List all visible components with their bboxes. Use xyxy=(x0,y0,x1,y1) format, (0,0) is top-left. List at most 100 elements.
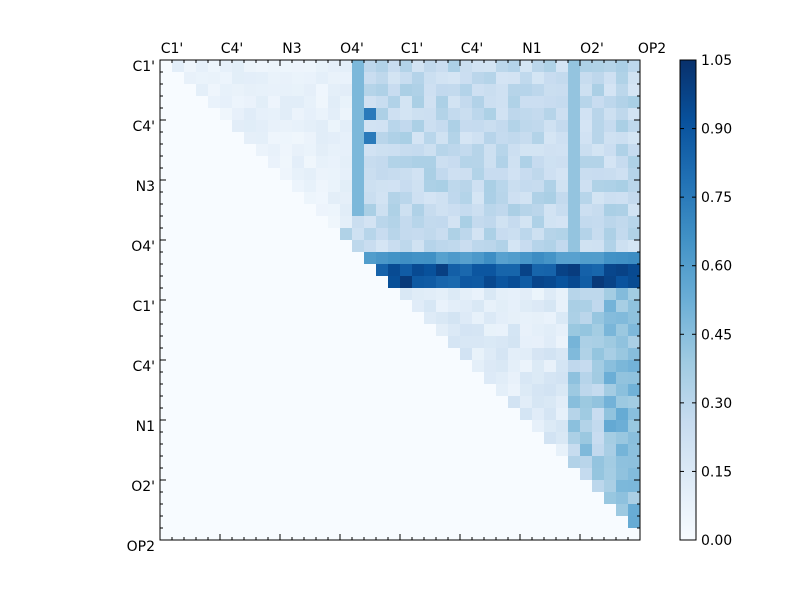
heatmap-cell xyxy=(460,444,473,457)
heatmap-cell xyxy=(484,372,497,385)
heatmap-cell xyxy=(472,264,485,277)
heatmap-cell xyxy=(328,264,341,277)
heatmap-cell xyxy=(556,252,569,265)
heatmap-cell xyxy=(616,528,629,541)
heatmap-cell xyxy=(376,456,389,469)
heatmap-cell xyxy=(412,528,425,541)
heatmap-cell xyxy=(508,420,521,433)
heatmap-cell xyxy=(508,156,521,169)
heatmap-cell xyxy=(220,108,233,121)
heatmap-cell xyxy=(256,168,269,181)
heatmap-cell xyxy=(448,336,461,349)
heatmap-cell xyxy=(304,396,317,409)
heatmap-cell xyxy=(592,276,605,289)
heatmap-cell xyxy=(184,360,197,373)
heatmap-cell xyxy=(196,60,209,73)
heatmap-cell xyxy=(628,516,641,529)
heatmap-cell xyxy=(376,432,389,445)
heatmap-cell xyxy=(580,228,593,241)
heatmap-cell xyxy=(256,228,269,241)
heatmap-cell xyxy=(604,228,617,241)
heatmap-cell xyxy=(352,348,365,361)
heatmap-cell xyxy=(376,528,389,541)
x-tick-label: N1 xyxy=(522,41,541,57)
heatmap-cell xyxy=(340,444,353,457)
heatmap-cell xyxy=(604,168,617,181)
heatmap-cell xyxy=(568,396,581,409)
heatmap-cell xyxy=(544,420,557,433)
heatmap-cell xyxy=(484,204,497,217)
heatmap-cell xyxy=(568,168,581,181)
heatmap-cell xyxy=(472,432,485,445)
heatmap-cell xyxy=(160,372,173,385)
heatmap-cell xyxy=(220,252,233,265)
heatmap-cell xyxy=(184,420,197,433)
heatmap-cell xyxy=(292,240,305,253)
heatmap-cell xyxy=(328,288,341,301)
heatmap-cell xyxy=(328,504,341,517)
heatmap-cell xyxy=(436,420,449,433)
heatmap-cell xyxy=(568,384,581,397)
heatmap-cell xyxy=(508,144,521,157)
heatmap-cell xyxy=(268,204,281,217)
heatmap-cell xyxy=(472,360,485,373)
heatmap-cell xyxy=(304,84,317,97)
heatmap-cell xyxy=(160,456,173,469)
heatmap-cell xyxy=(172,204,185,217)
heatmap-cell xyxy=(244,420,257,433)
heatmap-cell xyxy=(244,168,257,181)
heatmap-cell xyxy=(280,168,293,181)
heatmap-cell xyxy=(328,360,341,373)
heatmap-cell xyxy=(244,336,257,349)
heatmap-cell xyxy=(628,60,641,73)
heatmap-cell xyxy=(244,360,257,373)
heatmap-cell xyxy=(532,60,545,73)
colorbar-tick-label: 0.45 xyxy=(701,327,732,343)
heatmap-cell xyxy=(604,360,617,373)
heatmap-cell xyxy=(364,96,377,109)
heatmap-cell xyxy=(160,384,173,397)
heatmap-cell xyxy=(472,468,485,481)
heatmap-cell xyxy=(340,408,353,421)
heatmap-cell xyxy=(520,468,533,481)
heatmap-cell xyxy=(208,336,221,349)
heatmap-cell xyxy=(628,360,641,373)
heatmap-cell xyxy=(256,516,269,529)
heatmap-cell xyxy=(412,456,425,469)
heatmap-cell xyxy=(352,264,365,277)
heatmap-cell xyxy=(244,396,257,409)
heatmap-cell xyxy=(508,288,521,301)
heatmap-cell xyxy=(520,168,533,181)
heatmap-cell xyxy=(184,204,197,217)
heatmap-cell xyxy=(460,384,473,397)
heatmap-cell xyxy=(532,192,545,205)
heatmap-cell xyxy=(436,288,449,301)
heatmap-cell xyxy=(256,408,269,421)
heatmap-cell xyxy=(220,468,233,481)
heatmap-cell xyxy=(220,96,233,109)
heatmap-cell xyxy=(556,420,569,433)
heatmap-cell xyxy=(280,456,293,469)
heatmap-cell xyxy=(448,156,461,169)
heatmap-cell xyxy=(376,468,389,481)
heatmap-cell xyxy=(496,96,509,109)
heatmap-cell xyxy=(508,276,521,289)
heatmap-cell xyxy=(256,216,269,229)
heatmap-cell xyxy=(352,336,365,349)
heatmap-cell xyxy=(220,504,233,517)
heatmap-cell xyxy=(340,60,353,73)
heatmap-cell xyxy=(604,396,617,409)
heatmap-cell xyxy=(532,96,545,109)
heatmap-cell xyxy=(604,444,617,457)
heatmap-cell xyxy=(484,264,497,277)
heatmap-cell xyxy=(436,300,449,313)
heatmap-cell xyxy=(232,396,245,409)
heatmap-cell xyxy=(460,204,473,217)
heatmap-cell xyxy=(244,312,257,325)
heatmap-cell xyxy=(556,108,569,121)
heatmap-cell xyxy=(460,252,473,265)
heatmap-cell xyxy=(304,312,317,325)
heatmap-cell xyxy=(520,120,533,133)
heatmap-cell xyxy=(460,228,473,241)
heatmap-cell xyxy=(328,408,341,421)
